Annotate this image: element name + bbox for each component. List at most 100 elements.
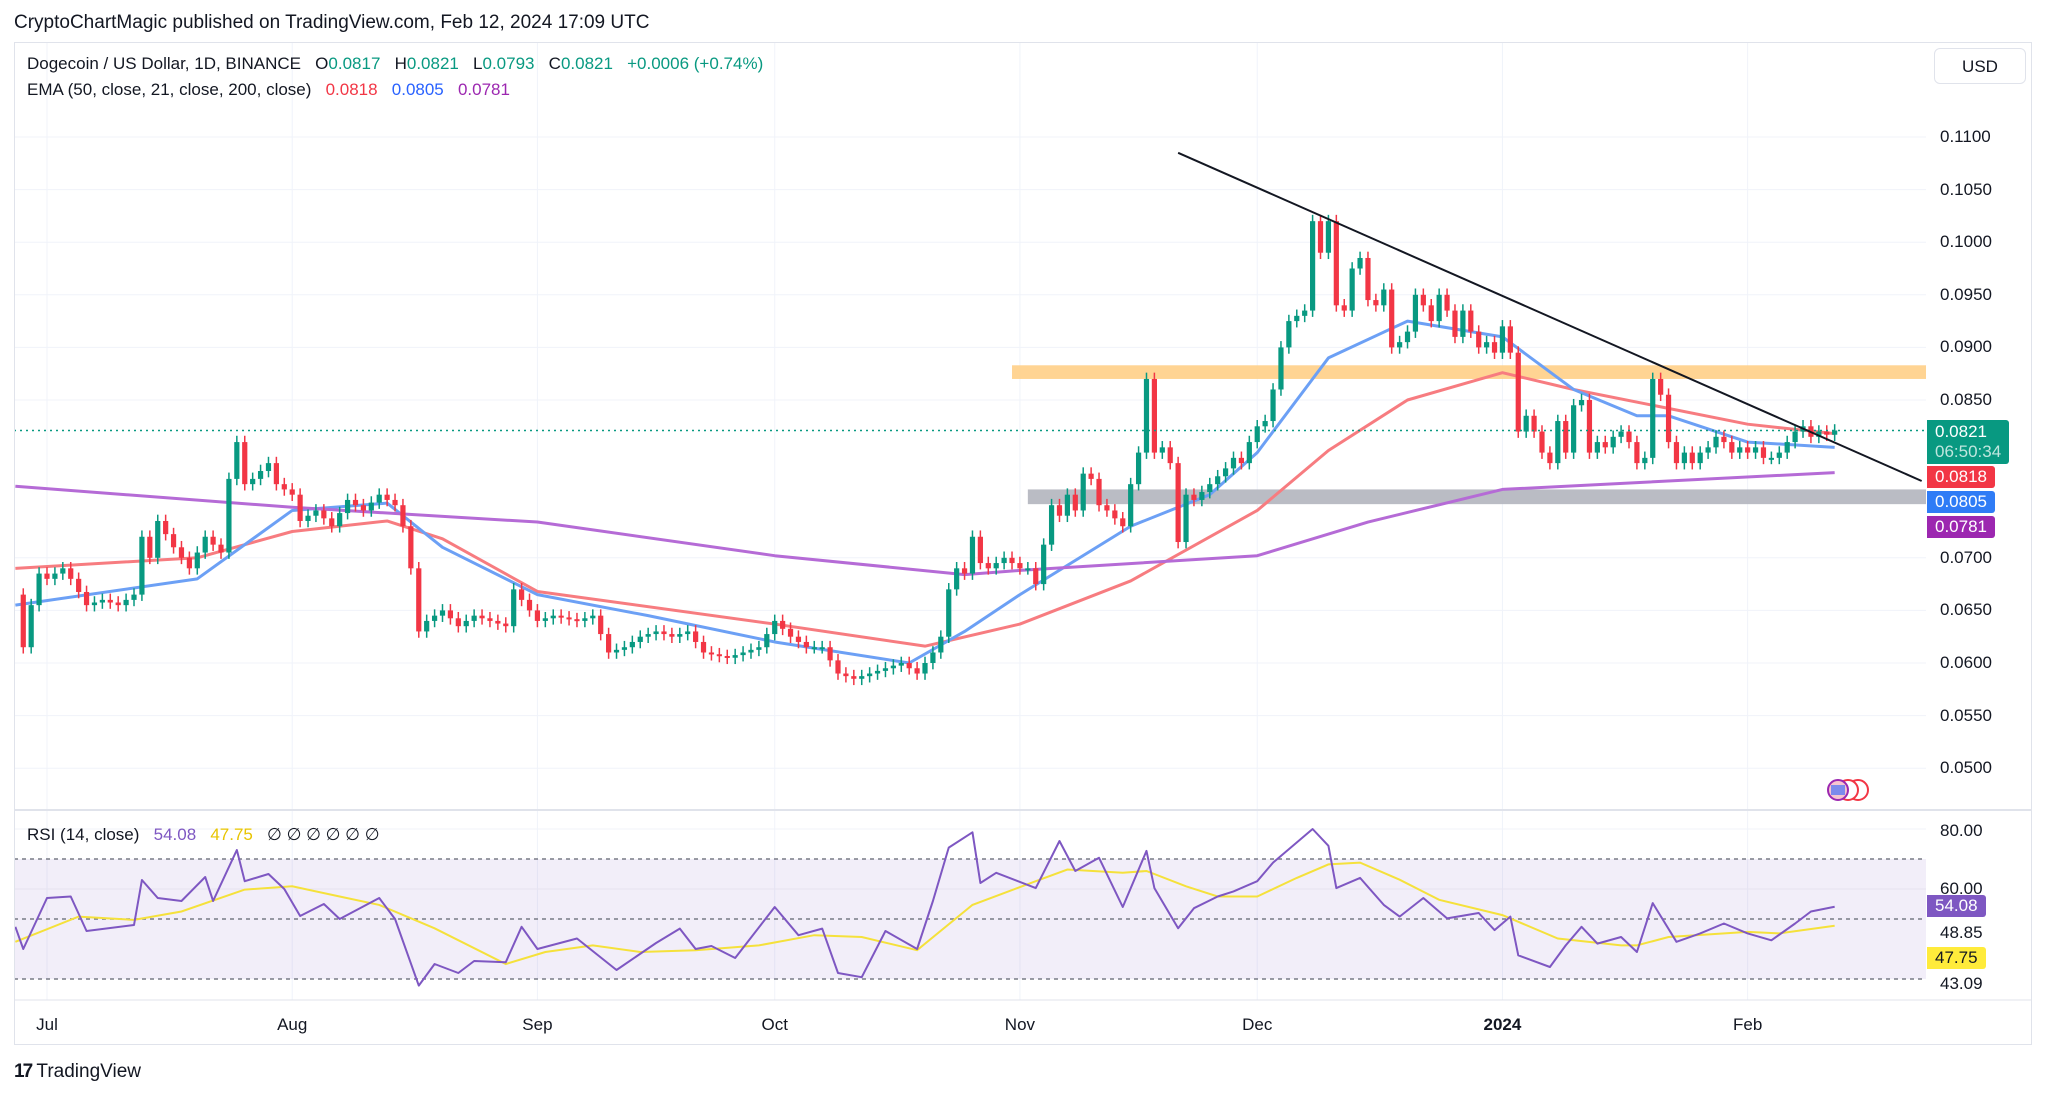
candle-up — [645, 634, 651, 637]
close-label: C — [548, 54, 561, 73]
candle-down — [76, 578, 82, 592]
candle-up — [740, 652, 746, 656]
resistance-zone — [1012, 365, 1926, 379]
high-label: H — [394, 54, 407, 73]
candle-up — [155, 520, 161, 558]
candle-up — [629, 641, 635, 648]
price-tick: 0.0500 — [1940, 758, 1992, 778]
candle-down — [1175, 463, 1181, 543]
candle-down — [455, 618, 461, 627]
rsi-line — [14, 828, 1835, 987]
candle-down — [1507, 326, 1513, 353]
candle-up — [60, 568, 66, 574]
candle-up — [1404, 331, 1411, 343]
candle-up — [511, 589, 517, 627]
candle-up — [653, 631, 659, 635]
candle-up — [819, 647, 825, 650]
candle-up — [1294, 315, 1300, 322]
currency-button[interactable]: USD — [1934, 48, 2026, 84]
candle-down — [1665, 394, 1672, 443]
candle-up — [993, 563, 999, 569]
rsi-value: 54.08 — [153, 825, 197, 844]
candle-up — [91, 602, 98, 606]
candle-up — [922, 663, 928, 674]
price-tick: 0.0700 — [1940, 547, 1992, 567]
time-label: Aug — [277, 1015, 308, 1034]
candle-down — [178, 547, 185, 558]
candle-down — [1389, 289, 1395, 348]
candle-down — [163, 520, 169, 535]
change-value: +0.0006 (+0.74%) — [627, 54, 764, 73]
candle-down — [1365, 257, 1371, 301]
price-tick: 0.0900 — [1940, 337, 1992, 357]
tradingview-logo[interactable]: 17 TradingView — [14, 1061, 141, 1083]
price-tick: 0.1050 — [1940, 179, 1992, 199]
candle-up — [194, 552, 200, 569]
candle-down — [1191, 494, 1197, 500]
candle-up — [930, 652, 936, 663]
ema50-badge: 0.0818 — [1927, 466, 1995, 488]
candle-up — [685, 631, 691, 635]
candle-down — [985, 563, 991, 569]
candle-down — [20, 594, 26, 648]
candle-up — [424, 620, 430, 632]
price-tick: 0.0950 — [1940, 284, 1992, 304]
candle-up — [1262, 421, 1268, 427]
candle-up — [1207, 484, 1213, 493]
last-price: 0.0821 — [1935, 422, 1987, 441]
candle-down — [416, 568, 422, 632]
candle-up — [1776, 452, 1782, 458]
candle-down — [669, 634, 675, 637]
candle-up — [550, 615, 556, 619]
candle-down — [321, 510, 327, 519]
candle-up — [1397, 342, 1403, 348]
candle-up — [376, 494, 382, 503]
candle-up — [1310, 221, 1316, 311]
candle-up — [368, 502, 374, 511]
ema21-badge: 0.0805 — [1927, 491, 1995, 513]
candle-down — [598, 615, 604, 635]
candle-down — [281, 484, 287, 490]
candle-down — [44, 573, 50, 579]
candle-up — [874, 670, 881, 674]
candle-up — [811, 647, 817, 650]
candle-up — [764, 634, 770, 648]
candle-up — [265, 463, 272, 472]
candle-down — [1072, 494, 1078, 511]
price-tick: 0.1000 — [1940, 232, 1992, 252]
ema21-value: 0.0805 — [391, 80, 444, 99]
symbol-legend[interactable]: Dogecoin / US Dollar, 1D, BINANCE O0.081… — [27, 54, 763, 74]
candle-up — [1143, 378, 1150, 453]
candle-up — [1041, 544, 1047, 585]
candle-down — [574, 619, 580, 622]
time-label: Oct — [761, 1015, 788, 1034]
candle-down — [400, 505, 406, 527]
candle-down — [1602, 442, 1608, 448]
candle-up — [1230, 457, 1237, 469]
candle-up — [1499, 326, 1506, 353]
candle-down — [210, 536, 216, 545]
candle-down — [661, 631, 667, 635]
candle-up — [1523, 415, 1529, 432]
candle-down — [914, 668, 920, 674]
candle-down — [906, 663, 912, 669]
rsi-empty-values: ∅ ∅ ∅ ∅ ∅ ∅ — [267, 825, 380, 844]
candle-up — [1412, 294, 1419, 332]
candle-up — [313, 510, 319, 516]
candle-down — [1428, 305, 1434, 322]
candle-up — [439, 610, 446, 616]
economic-events-flags-icon[interactable] — [1820, 778, 1884, 802]
candle-up — [748, 649, 754, 653]
candle-down — [1096, 478, 1102, 506]
candle-down — [273, 463, 279, 485]
rsi-legend[interactable]: RSI (14, close) 54.08 47.75 ∅ ∅ ∅ ∅ ∅ ∅ — [27, 825, 380, 845]
rsi-ma-badge: 47.75 — [1927, 947, 1986, 969]
candle-up — [677, 634, 683, 637]
ema-legend[interactable]: EMA (50, close, 21, close, 200, close) 0… — [27, 80, 510, 100]
candle-up — [1135, 452, 1142, 485]
candle-down — [566, 617, 572, 620]
candle-down — [68, 568, 74, 579]
candle-up — [1270, 389, 1276, 422]
candle-up — [305, 515, 311, 521]
